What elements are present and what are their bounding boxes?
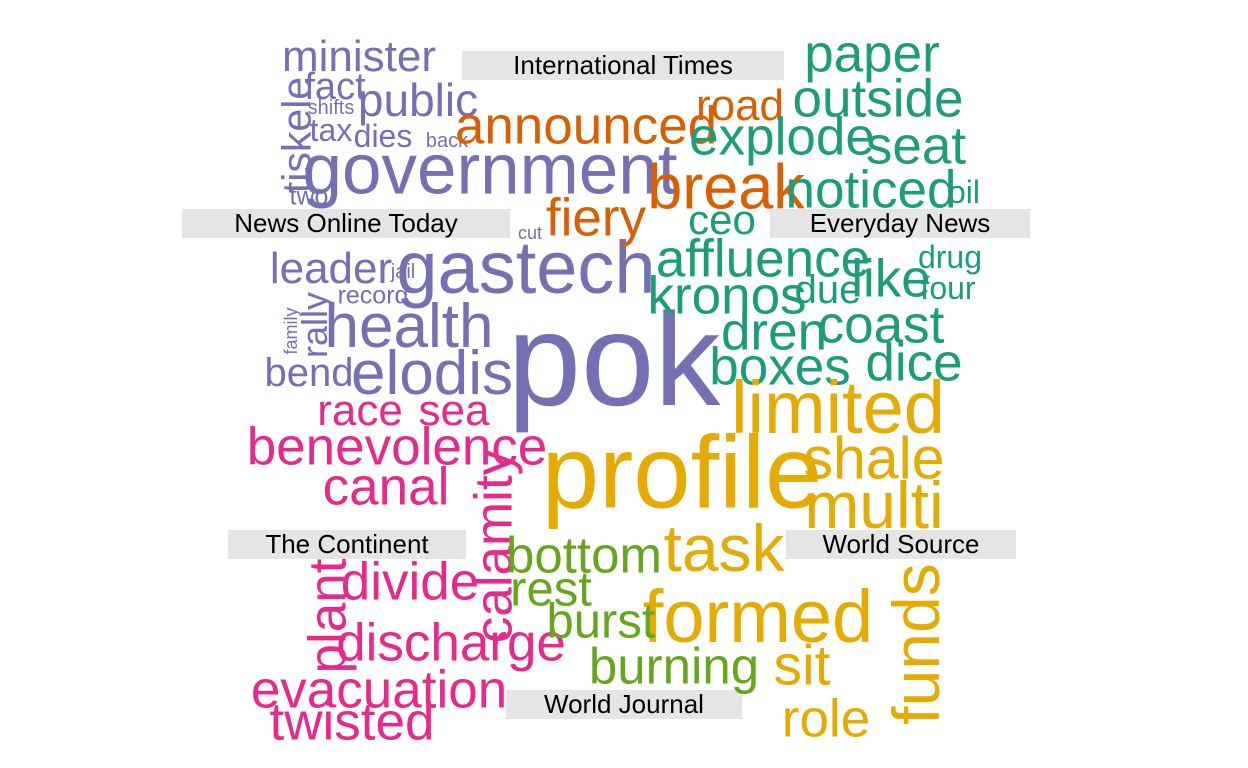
word: funds <box>879 563 953 725</box>
word: discharge <box>336 613 566 673</box>
word: gastech <box>396 226 656 309</box>
word: family <box>281 307 301 355</box>
word: coast <box>817 295 945 355</box>
word: rally <box>294 291 335 359</box>
group-label: Everyday News <box>770 209 1030 238</box>
word: announced <box>454 96 718 156</box>
word: tax <box>309 112 353 148</box>
word: explode <box>689 107 875 167</box>
word: jail <box>390 261 416 283</box>
word: limited <box>731 366 945 449</box>
word: role <box>781 689 871 749</box>
word: dice <box>865 333 963 393</box>
group-label: World Source <box>786 530 1016 559</box>
word: dren <box>720 302 828 362</box>
word: due <box>794 268 862 312</box>
word: task <box>663 511 785 585</box>
word: drug <box>917 239 983 275</box>
word: burning <box>588 637 760 695</box>
group-label: News Online Today <box>182 209 510 238</box>
word: minister <box>281 32 437 81</box>
word: bottom <box>506 526 662 584</box>
word: four <box>920 270 976 306</box>
word: oil <box>947 174 981 210</box>
word: sit <box>773 633 831 698</box>
word: burst <box>546 594 656 649</box>
word: paper <box>804 24 940 84</box>
word: race <box>317 386 403 435</box>
word: ceo <box>688 196 756 243</box>
word: sea <box>418 386 490 435</box>
word: cut <box>517 223 543 243</box>
word: evacuation <box>250 660 508 720</box>
group-label: International Times <box>462 51 784 80</box>
word: rest <box>510 562 592 617</box>
word: like <box>851 249 931 309</box>
group-label: The Continent <box>228 530 466 559</box>
word: plant <box>298 558 358 674</box>
word: pok <box>507 286 721 433</box>
word: dies <box>353 118 413 154</box>
word: affluence <box>655 229 871 289</box>
word: profile <box>541 414 823 530</box>
word: benevolence <box>246 417 548 477</box>
word: record <box>337 281 409 310</box>
word: health <box>324 292 494 361</box>
word: back <box>425 130 469 152</box>
word: two <box>289 182 329 211</box>
word: leader <box>269 244 393 293</box>
group-label: World Journal <box>506 690 742 719</box>
word: fiery <box>545 188 647 248</box>
word: outside <box>792 69 964 129</box>
word: shale <box>803 425 945 492</box>
word: seat <box>865 116 967 176</box>
word: elodis <box>351 339 513 408</box>
word: road <box>695 81 785 130</box>
word: divide <box>340 552 480 612</box>
word: multi <box>804 468 944 542</box>
word: formed <box>642 575 874 658</box>
word: fact <box>304 66 366 108</box>
word: canal <box>322 457 450 517</box>
word: shifts <box>307 97 355 119</box>
word: noticed <box>785 160 957 220</box>
word: kronos <box>647 266 807 326</box>
word: government <box>302 130 678 210</box>
word: bend <box>264 351 354 395</box>
word: twisted <box>269 692 435 752</box>
word: boxes <box>709 337 851 397</box>
word: break <box>647 152 805 223</box>
word: public <box>357 74 479 126</box>
